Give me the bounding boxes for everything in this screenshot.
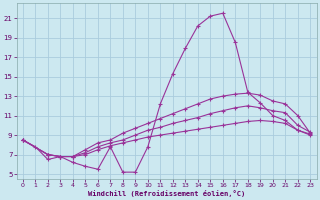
X-axis label: Windchill (Refroidissement éolien,°C): Windchill (Refroidissement éolien,°C) (88, 190, 245, 197)
